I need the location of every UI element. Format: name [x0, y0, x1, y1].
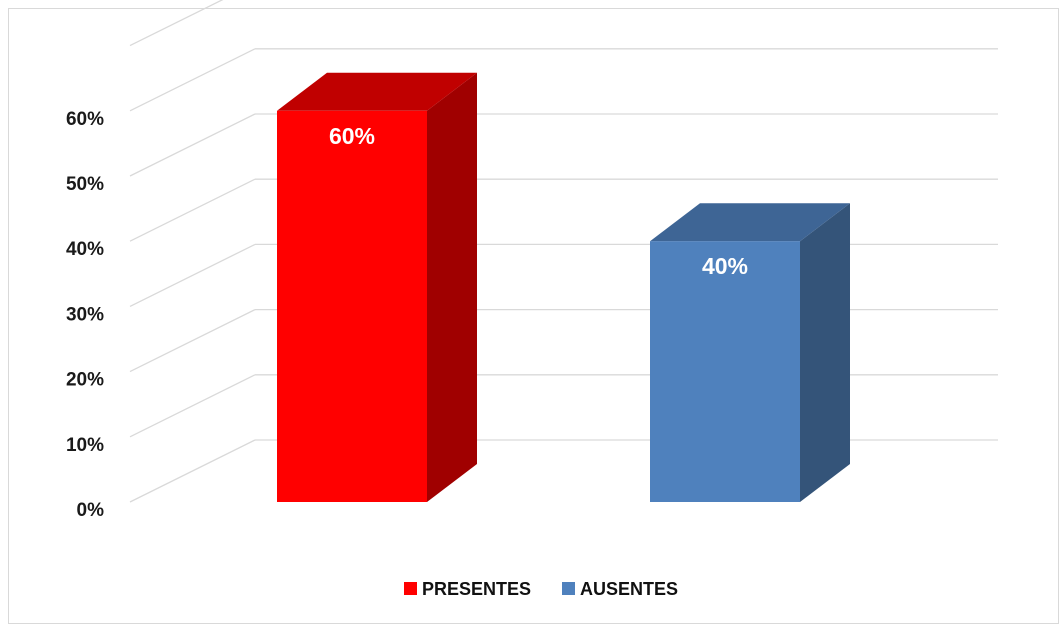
- y-tick-label: 20%: [66, 370, 104, 391]
- legend-swatch: [562, 582, 575, 595]
- y-axis-ticks: 0% 10% 20% 30% 40% 50% 60%: [66, 109, 104, 521]
- gridline-diagonal: [129, 48, 256, 112]
- y-tick-label: 30%: [66, 304, 104, 325]
- legend-item-presentes: PRESENTES: [404, 579, 531, 599]
- gridlines: [129, 0, 998, 503]
- gridline-diagonal: [129, 0, 224, 47]
- bar-front-face: [277, 110, 427, 503]
- bars: [277, 72, 850, 503]
- gridline-diagonal: [129, 309, 256, 373]
- legend: PRESENTES AUSENTES: [404, 579, 678, 599]
- chart-frame: [8, 8, 1059, 624]
- legend-label: AUSENTES: [580, 579, 678, 599]
- bar-ausentes: [650, 203, 850, 502]
- y-tick-label: 40%: [66, 239, 104, 260]
- bar-front-face: [650, 241, 800, 502]
- bar-side-face: [800, 203, 850, 502]
- y-tick-label: 10%: [66, 435, 104, 456]
- data-labels: 60% 40%: [329, 123, 748, 279]
- y-tick-label: 60%: [66, 109, 104, 130]
- legend-item-ausentes: AUSENTES: [562, 579, 678, 599]
- gridline-diagonal: [129, 178, 256, 242]
- y-tick-label: 0%: [77, 500, 105, 521]
- legend-label: PRESENTES: [422, 579, 531, 599]
- gridline-diagonal: [129, 243, 256, 307]
- bar-top-face: [277, 72, 477, 111]
- legend-swatch: [404, 582, 417, 595]
- gridline-diagonal: [129, 374, 256, 438]
- bar-side-face: [427, 72, 477, 503]
- bar-presentes: [277, 72, 477, 503]
- data-label: 60%: [329, 123, 375, 149]
- data-label: 40%: [702, 253, 748, 279]
- bar-top-face: [650, 203, 850, 242]
- y-tick-label: 50%: [66, 174, 104, 195]
- gridline-diagonal: [129, 113, 256, 177]
- gridline-diagonal: [129, 439, 256, 503]
